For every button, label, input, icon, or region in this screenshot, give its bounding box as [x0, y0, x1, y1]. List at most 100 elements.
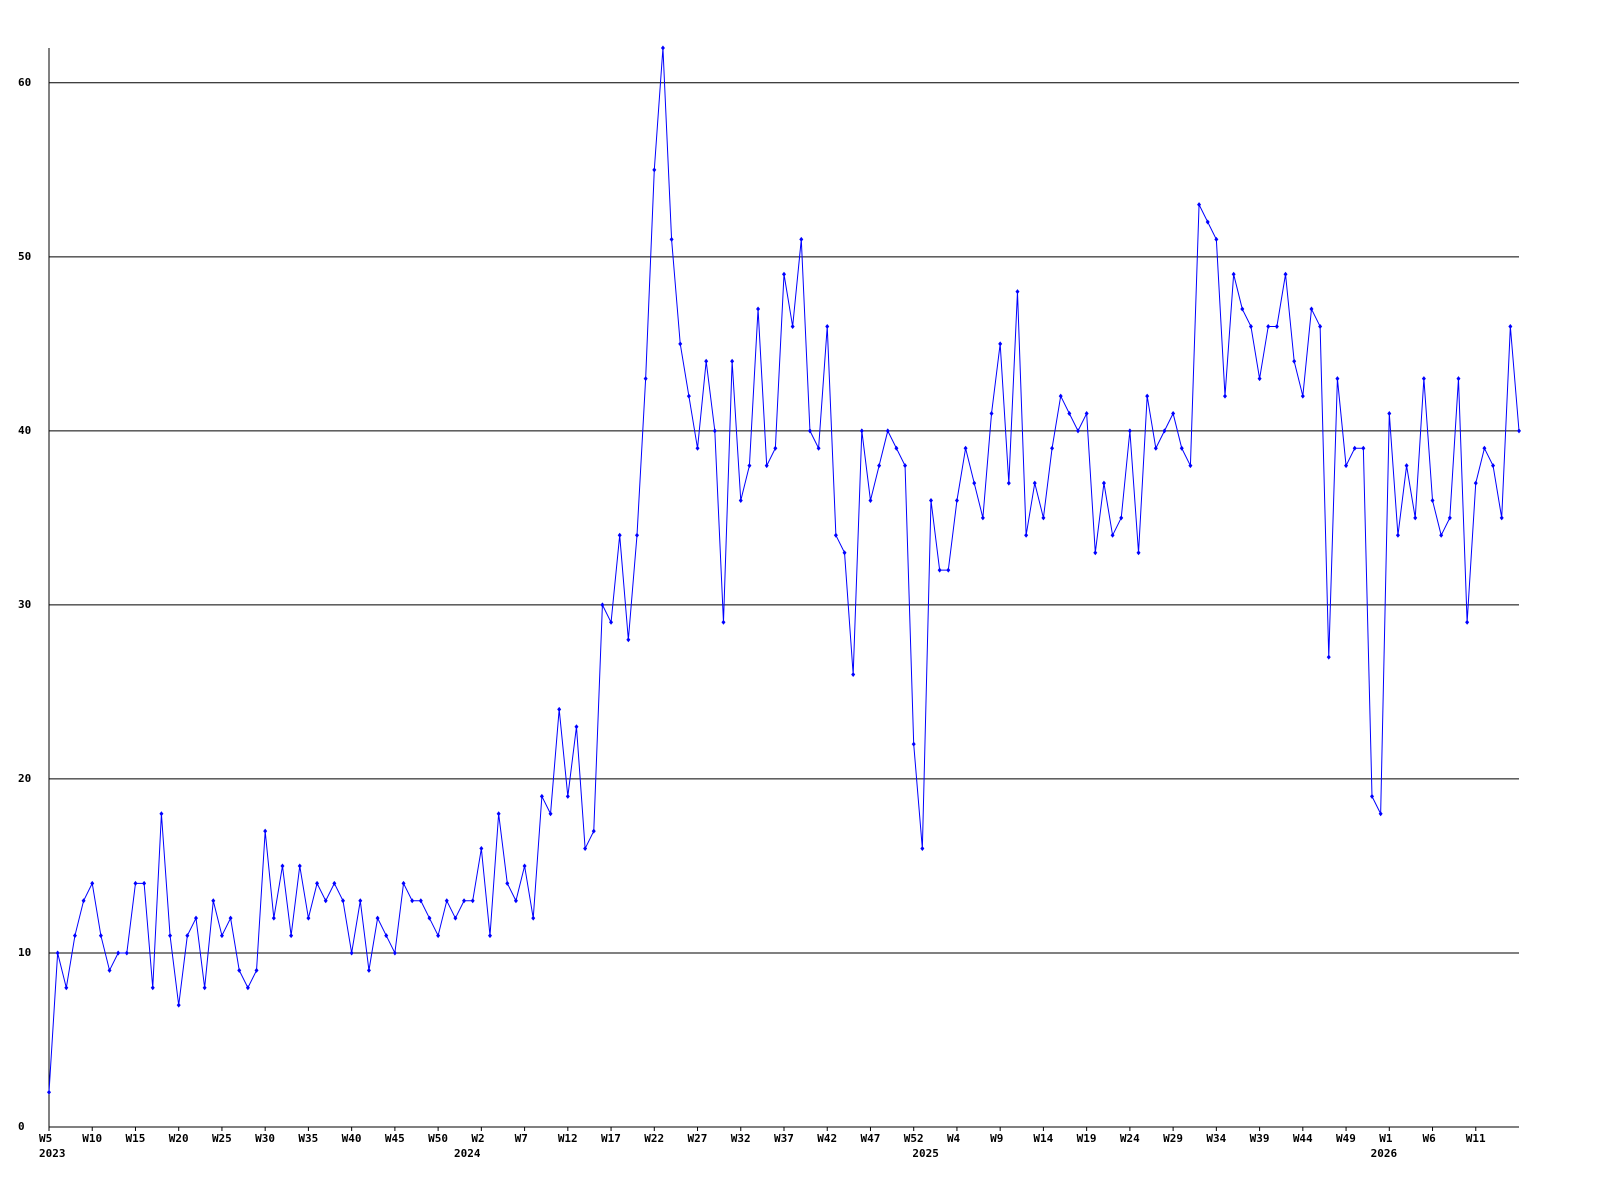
x-tick-label: W30	[255, 1132, 275, 1145]
marker	[1274, 323, 1279, 329]
marker	[868, 497, 873, 503]
marker	[1491, 463, 1496, 469]
x-tick-label: W11	[1466, 1132, 1486, 1145]
marker	[998, 341, 1003, 347]
y-tick-label: 30	[18, 598, 31, 611]
marker	[980, 515, 985, 521]
marker	[1214, 236, 1219, 242]
marker	[686, 393, 691, 399]
marker	[825, 323, 830, 329]
x-tick-label: W35	[298, 1132, 318, 1145]
marker	[107, 967, 112, 973]
marker	[254, 967, 259, 973]
marker	[1257, 376, 1262, 382]
x-tick-label: W7	[515, 1132, 528, 1145]
marker	[168, 933, 173, 939]
marker	[989, 410, 994, 416]
marker	[652, 167, 657, 173]
marker	[72, 933, 77, 939]
marker	[228, 915, 233, 921]
marker	[1197, 202, 1202, 208]
marker	[1266, 323, 1271, 329]
marker	[1067, 410, 1072, 416]
marker	[1041, 515, 1046, 521]
x-tick-label: W4	[947, 1132, 961, 1145]
marker	[807, 428, 812, 434]
marker	[1430, 497, 1435, 503]
marker	[1006, 480, 1011, 486]
marker	[496, 811, 501, 817]
x-tick-label: W25	[212, 1132, 232, 1145]
x-tick-label: W9	[990, 1132, 1003, 1145]
marker	[539, 793, 544, 799]
marker	[358, 898, 363, 904]
marker	[81, 898, 86, 904]
y-tick-label: 0	[18, 1120, 25, 1133]
marker	[349, 950, 354, 956]
marker	[1499, 515, 1504, 521]
marker	[150, 985, 155, 991]
marker	[366, 967, 371, 973]
x-tick-label: W15	[125, 1132, 145, 1145]
marker	[1153, 445, 1158, 451]
marker	[1248, 323, 1253, 329]
marker	[1335, 376, 1340, 382]
marker	[929, 497, 933, 503]
marker	[1439, 532, 1444, 538]
marker	[1387, 410, 1392, 416]
marker	[911, 741, 916, 747]
marker	[635, 532, 639, 538]
x-tick-label: W24	[1120, 1132, 1140, 1145]
marker	[124, 950, 129, 956]
marker	[1370, 793, 1374, 799]
marker	[271, 915, 276, 921]
marker	[323, 898, 328, 904]
marker	[764, 463, 769, 469]
marker	[609, 619, 614, 625]
marker	[842, 550, 847, 556]
marker	[1101, 480, 1106, 486]
marker	[418, 898, 423, 904]
x-tick-label: W12	[558, 1132, 578, 1145]
marker	[401, 880, 406, 886]
x-tick-label: W39	[1250, 1132, 1270, 1145]
marker	[219, 933, 224, 939]
marker	[1309, 306, 1314, 312]
marker	[1024, 532, 1029, 538]
marker	[133, 880, 138, 886]
marker	[375, 915, 380, 921]
marker	[712, 428, 717, 434]
x-tick-label: W45	[385, 1132, 405, 1145]
marker	[1344, 463, 1349, 469]
y-tick-label: 60	[18, 76, 31, 89]
year-label: 2023	[39, 1147, 66, 1160]
marker	[522, 863, 527, 869]
x-tick-label: W32	[731, 1132, 751, 1145]
marker	[1058, 393, 1063, 399]
marker	[903, 463, 908, 469]
x-tick-label: W49	[1336, 1132, 1356, 1145]
x-tick-label: W37	[774, 1132, 794, 1145]
marker	[1093, 550, 1098, 556]
marker	[885, 428, 890, 434]
y-tick-label: 50	[18, 250, 31, 263]
marker	[263, 828, 268, 834]
marker	[1032, 480, 1037, 486]
marker	[1352, 445, 1357, 451]
x-tick-label: W1	[1379, 1132, 1393, 1145]
marker	[1465, 619, 1470, 625]
x-tick-label: W20	[169, 1132, 189, 1145]
x-tick-label: W44	[1293, 1132, 1313, 1145]
marker	[1413, 515, 1418, 521]
marker	[64, 985, 69, 991]
marker	[600, 602, 605, 608]
marker	[1447, 515, 1452, 521]
marker	[55, 950, 60, 956]
marker	[202, 985, 207, 991]
marker	[721, 619, 726, 625]
marker	[695, 445, 700, 451]
year-label: 2026	[1371, 1147, 1398, 1160]
marker	[1517, 428, 1521, 434]
marker	[1378, 811, 1383, 817]
marker	[159, 811, 164, 817]
